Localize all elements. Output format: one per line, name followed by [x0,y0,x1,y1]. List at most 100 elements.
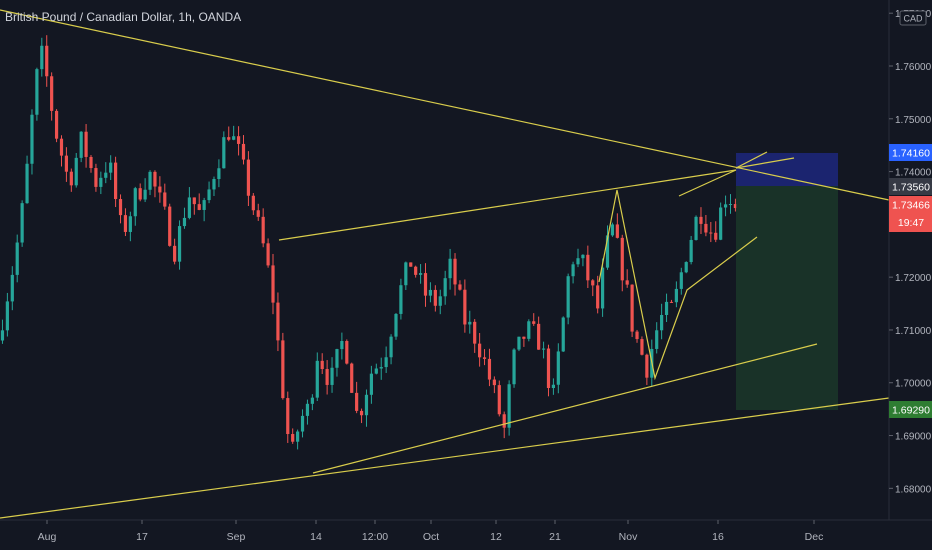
candle-down [350,363,354,393]
candle-up [187,197,191,218]
candle-down [423,273,428,296]
fan-line-lower [735,157,795,169]
time-tick-label: 12 [490,531,502,543]
candle-down [620,237,624,281]
candle-up [35,69,39,115]
price-tick-label: 1.72000 [895,273,932,284]
candle-down [266,243,270,266]
candle-up [541,348,546,350]
candle-down [138,188,142,200]
candle-down [241,143,246,160]
candle-down [271,265,275,303]
candle-up [418,273,423,275]
candle-down [345,341,349,364]
candle-down [50,76,54,111]
candle-down [69,171,73,186]
candle-down [591,280,595,286]
candle-down [153,171,157,187]
candle-down [615,224,619,238]
candle-down [94,168,98,187]
time-tick-label: Oct [423,531,439,543]
candle-up [679,272,683,289]
time-tick-label: 12:00 [362,531,388,543]
price-tick-label: 1.69000 [895,432,932,443]
candle-down [281,340,285,399]
candle-down [502,414,506,428]
candle-down [714,232,718,240]
candle-down [478,343,482,358]
price-tick-label: 1.68000 [895,484,932,495]
candle-up [728,204,733,206]
candle-down [473,321,477,344]
price-label-stop: 1.69290 [889,401,932,418]
candle-up [330,367,334,385]
candle-down [640,339,644,355]
candle-down [123,215,128,232]
candle-up [684,262,688,273]
middle-trendline [312,343,818,474]
candle-up [581,254,585,259]
zigzag-pattern [598,189,758,381]
candle-up [207,189,211,201]
candle-up [202,200,206,210]
candle-down [414,266,418,275]
candle-up [15,242,19,275]
candle-down [537,323,541,350]
candle-up [305,403,310,416]
candle-down [522,336,526,339]
candle-down [59,138,64,156]
candle-down [492,379,496,386]
time-tick-label: Sep [227,531,246,543]
candle-up [561,317,565,352]
candle-down [246,159,251,196]
candle-up [104,172,108,178]
candle-down [173,245,177,262]
candle-down [463,289,467,325]
candle-up [379,367,383,369]
currency-badge-text: CAD [903,14,923,24]
candle-up [389,336,393,358]
candle-up [232,136,236,140]
candle-down [168,206,172,246]
candle-down [286,398,290,435]
candle-up [148,171,152,190]
price-label-entry-text: 1.73560 [892,182,930,194]
currency-badge[interactable] [899,10,927,26]
candle-up [605,235,610,268]
candle-up [10,274,14,302]
candle-up [374,368,378,374]
candle-down [192,197,196,205]
candle-up [40,45,44,70]
price-label-target-text: 1.74160 [892,148,930,160]
candle-down [625,280,629,285]
candle-up [109,162,113,173]
candle-down [635,331,639,340]
candle-up [551,384,556,389]
price-tick-label: 1.70000 [895,379,932,390]
candle-up [79,131,83,158]
candle-down [114,162,118,200]
candle-up [655,330,659,349]
price-tick-label: 1.71000 [895,326,932,337]
candles [0,35,738,450]
candle-down [276,302,280,341]
candle-down [433,289,437,306]
candle-down [84,131,88,157]
candle-down [355,392,359,411]
candle-down [227,137,231,140]
price-tick-label: 1.75000 [895,115,932,126]
candle-down [54,110,59,139]
candle-up [443,278,447,297]
price-label-entry: 1.73560 [889,178,932,195]
candle-up [74,157,78,186]
time-axis[interactable]: Aug 17 Sep 14 12:00 Oct 12 21 Nov 16 Dec [38,520,824,543]
candle-down [320,360,324,370]
candle-up [99,177,103,187]
candle-up [212,179,216,190]
candle-up [517,336,521,350]
candle-up [128,216,132,232]
candle-down [453,258,457,285]
candle-up [600,267,605,309]
candle-up [527,321,531,339]
